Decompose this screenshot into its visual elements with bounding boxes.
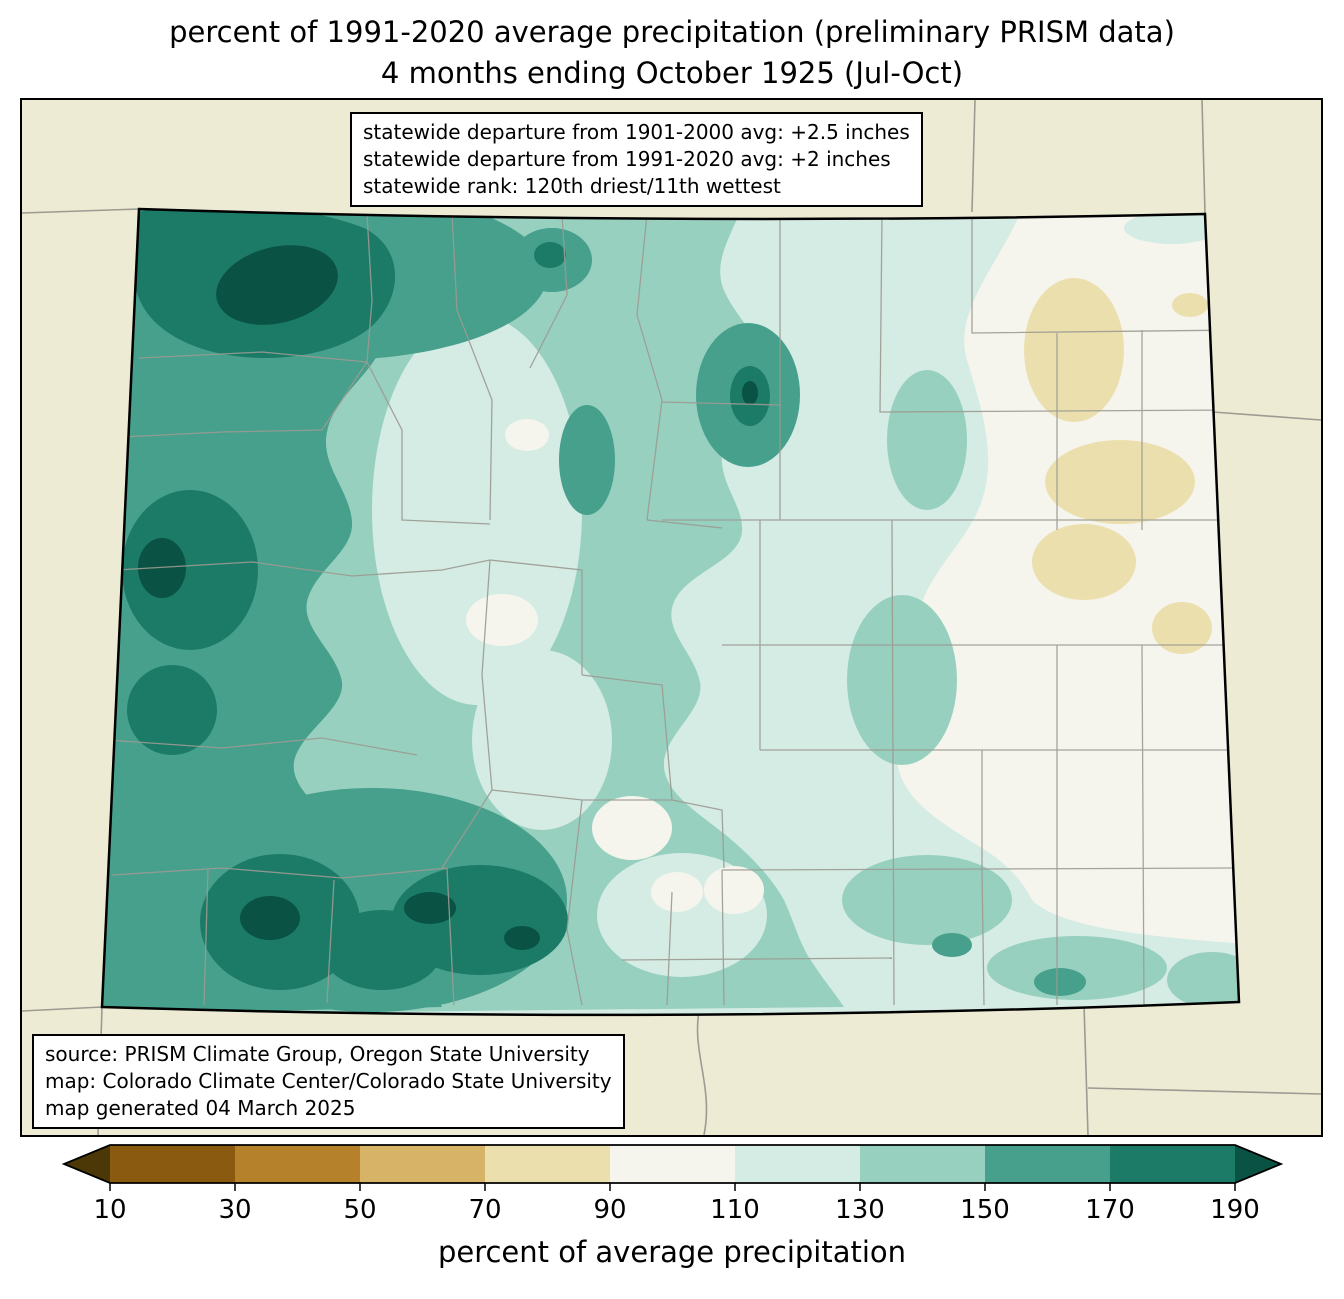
map-frame: statewide departure from 1901-2000 avg: … <box>20 98 1323 1137</box>
tick-label-150: 150 <box>960 1195 1010 1225</box>
ok-nm-border <box>1083 1003 1089 1135</box>
source-credit-box: source: PRISM Climate Group, Oregon Stat… <box>32 1034 625 1129</box>
colorbar: 10 30 50 70 90 110 130 150 170 190 perce… <box>40 1143 1304 1293</box>
colorado-state-border <box>100 207 1241 1017</box>
tick-label-130: 130 <box>835 1195 885 1225</box>
colorbar-ticks <box>109 1183 1236 1191</box>
generated-date-line: map generated 04 March 2025 <box>45 1096 356 1120</box>
colorbar-right-arrow <box>1235 1145 1281 1183</box>
stat-rank: statewide rank: 120th driest/11th wettes… <box>363 174 781 198</box>
nm-line <box>696 1005 708 1135</box>
precip-contours <box>102 209 1239 1015</box>
stat-departure-1991-2020: statewide departure from 1991-2020 avg: … <box>363 147 891 171</box>
stat-departure-1901-2000: statewide departure from 1901-2000 avg: … <box>363 120 910 144</box>
tick-label-90: 90 <box>593 1195 627 1225</box>
wy-ne-border <box>971 100 976 213</box>
tick-label-10: 10 <box>93 1195 127 1225</box>
ne-ks-border <box>1212 411 1321 421</box>
tick-label-190: 190 <box>1210 1195 1260 1225</box>
map-title-line1: percent of 1991-2020 average precipitati… <box>169 15 1175 49</box>
tick-label-110: 110 <box>710 1195 760 1225</box>
ut-wy-border <box>22 208 140 214</box>
map-title: percent of 1991-2020 average precipitati… <box>0 12 1344 93</box>
ok-tx-border <box>1087 1087 1321 1095</box>
tick-label-30: 30 <box>218 1195 252 1225</box>
map-credit-line: map: Colorado Climate Center/Colorado St… <box>45 1069 612 1093</box>
statewide-stats-box: statewide departure from 1901-2000 avg: … <box>350 112 923 207</box>
colorado-precip-map <box>22 100 1321 1135</box>
tick-label-50: 50 <box>343 1195 377 1225</box>
colorbar-bar <box>61 1144 1284 1191</box>
colorbar-axis-label: percent of average precipitation <box>437 1235 907 1269</box>
county-boundaries <box>102 213 1239 1006</box>
tick-label-70: 70 <box>468 1195 502 1225</box>
source-line: source: PRISM Climate Group, Oregon Stat… <box>45 1042 590 1066</box>
ne-west-border <box>1201 100 1206 215</box>
neighbor-state-borders <box>22 100 1321 1135</box>
colorbar-left-arrow <box>64 1145 110 1183</box>
ut-az-border <box>22 1006 103 1012</box>
map-title-line2: 4 months ending October 1925 (Jul-Oct) <box>380 55 964 90</box>
tick-label-170: 170 <box>1085 1195 1135 1225</box>
